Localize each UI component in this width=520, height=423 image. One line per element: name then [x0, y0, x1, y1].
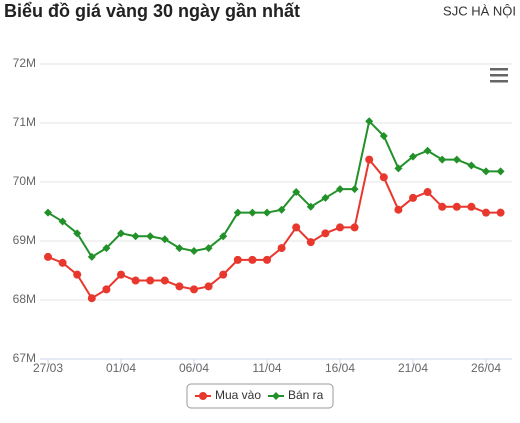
point	[58, 217, 67, 226]
point	[321, 229, 330, 238]
y-tick-label: 68M	[13, 292, 36, 306]
point	[87, 294, 96, 303]
point	[248, 208, 257, 217]
point	[102, 244, 111, 253]
point	[233, 255, 242, 264]
point	[219, 270, 228, 279]
point	[321, 193, 330, 202]
point	[219, 232, 228, 241]
point	[175, 244, 184, 253]
point	[394, 164, 403, 173]
legend-label[interactable]: Mua vào	[215, 388, 261, 402]
point	[102, 285, 111, 294]
point	[73, 270, 82, 279]
point	[467, 161, 476, 170]
chart-subtitle: SJC HÀ NỘI	[443, 3, 516, 18]
point	[467, 202, 476, 211]
legend-symbol	[272, 392, 280, 400]
legend-box	[186, 383, 334, 409]
point	[146, 276, 155, 285]
point	[292, 188, 301, 197]
point	[394, 205, 403, 214]
point	[44, 252, 52, 261]
x-tick-label: 26/04	[471, 361, 501, 375]
x-tick-label: 06/04	[179, 361, 209, 375]
point	[336, 223, 344, 232]
point	[190, 285, 198, 294]
point	[87, 252, 96, 261]
point	[146, 232, 155, 241]
point	[365, 155, 374, 164]
point	[482, 208, 490, 217]
x-tick-label: 01/04	[106, 361, 136, 375]
point	[277, 205, 286, 214]
y-tick-label: 72M	[13, 56, 36, 70]
point	[496, 167, 505, 176]
point	[277, 244, 286, 253]
y-tick-label: 70M	[13, 174, 36, 188]
menu-icon[interactable]	[490, 68, 508, 83]
point	[263, 255, 271, 264]
point	[379, 131, 388, 140]
point	[409, 193, 417, 202]
point	[263, 208, 271, 217]
point	[496, 208, 505, 217]
legend-symbol	[199, 392, 207, 400]
point	[58, 258, 67, 267]
point	[452, 202, 461, 211]
point	[117, 270, 125, 279]
point	[423, 188, 432, 197]
point	[423, 146, 432, 155]
point	[175, 282, 184, 291]
y-tick-label: 67M	[13, 351, 36, 365]
point	[160, 235, 169, 244]
point	[204, 244, 213, 253]
y-tick-label: 71M	[13, 115, 36, 129]
x-tick-label: 27/03	[33, 361, 63, 375]
point	[131, 276, 140, 285]
point	[350, 223, 359, 232]
point	[190, 247, 198, 256]
series-line	[47, 157, 501, 300]
point	[73, 229, 82, 238]
point	[379, 173, 388, 182]
point	[452, 155, 461, 164]
point	[306, 238, 315, 247]
x-tick-label: 16/04	[325, 361, 355, 375]
point	[409, 152, 417, 161]
point	[336, 185, 344, 194]
legend-label[interactable]: Bán ra	[288, 388, 324, 402]
chart-title: Biểu đồ giá vàng 30 ngày gần nhất	[4, 1, 300, 21]
x-tick-label: 11/04	[252, 361, 281, 375]
x-tick-label: 21/04	[398, 361, 428, 375]
y-tick-label: 69M	[13, 233, 36, 247]
point	[248, 255, 257, 264]
point	[160, 276, 169, 285]
point	[44, 208, 52, 217]
point	[131, 232, 140, 241]
point	[438, 202, 447, 211]
point	[117, 229, 125, 238]
series-line	[47, 119, 501, 259]
point	[292, 223, 301, 232]
point	[350, 185, 359, 194]
point	[365, 117, 374, 126]
point	[233, 208, 242, 217]
point	[306, 202, 315, 211]
point	[482, 167, 490, 176]
point	[204, 282, 213, 291]
point	[438, 155, 447, 164]
